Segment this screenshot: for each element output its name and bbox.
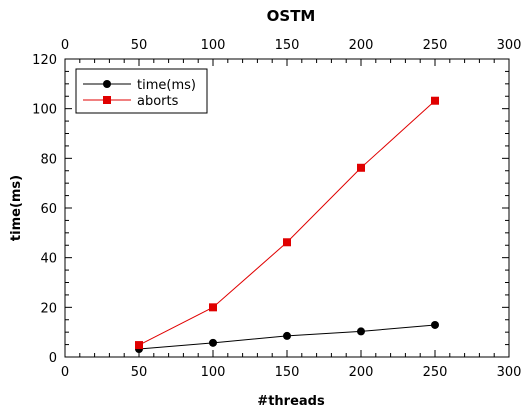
x-tick-label: 100 bbox=[201, 365, 226, 380]
legend-marker-square bbox=[103, 96, 111, 104]
x-tick-label: 300 bbox=[497, 365, 522, 380]
x-top-tick-label: 100 bbox=[201, 38, 226, 53]
data-point-circle bbox=[209, 338, 217, 347]
x-top-tick-label: 150 bbox=[275, 38, 300, 53]
x-axis-title: #threads bbox=[257, 394, 325, 409]
x-tick-label: 200 bbox=[349, 365, 374, 380]
x-top-tick-label: 0 bbox=[61, 38, 69, 53]
legend-marker-circle bbox=[103, 80, 111, 88]
y-tick-label: 20 bbox=[40, 301, 57, 316]
data-point-square bbox=[357, 163, 365, 172]
x-top-tick-label: 50 bbox=[131, 38, 148, 53]
y-tick-label: 100 bbox=[32, 103, 57, 118]
y-tick-label: 0 bbox=[49, 351, 57, 366]
legend-box bbox=[75, 68, 208, 114]
data-point-circle bbox=[283, 331, 291, 340]
y-axis-title: time(ms) bbox=[9, 175, 24, 241]
data-point-square bbox=[135, 341, 143, 350]
data-point-square bbox=[283, 238, 291, 247]
x-tick-label: 250 bbox=[423, 365, 448, 380]
x-top-tick-label: 250 bbox=[423, 38, 448, 53]
legend-label: time(ms) bbox=[137, 78, 196, 93]
data-point-circle bbox=[431, 320, 439, 329]
series-line-1 bbox=[138, 100, 436, 346]
x-top-tick-label: 200 bbox=[349, 38, 374, 53]
y-tick-label: 60 bbox=[40, 202, 57, 217]
chart-title: OSTM bbox=[267, 7, 316, 25]
x-tick-label: 150 bbox=[275, 365, 300, 380]
data-point-square bbox=[209, 303, 217, 312]
data-point-circle bbox=[357, 327, 365, 336]
legend-label: aborts bbox=[137, 94, 179, 109]
x-tick-label: 50 bbox=[131, 365, 148, 380]
data-point-square bbox=[431, 96, 439, 105]
x-tick-label: 0 bbox=[61, 365, 69, 380]
y-tick-label: 40 bbox=[40, 252, 57, 267]
x-top-tick-label: 300 bbox=[497, 38, 522, 53]
y-tick-label: 80 bbox=[40, 152, 57, 167]
y-tick-label: 120 bbox=[32, 53, 57, 68]
